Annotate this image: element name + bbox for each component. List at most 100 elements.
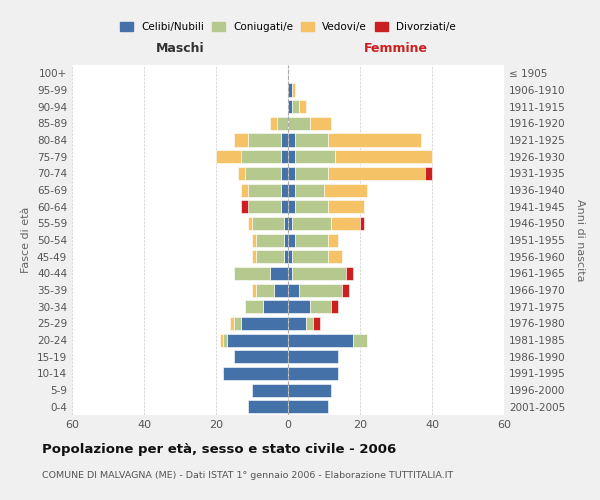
Bar — [270, 267, 288, 280]
Bar — [241, 150, 281, 163]
Bar — [241, 184, 248, 196]
Bar — [252, 217, 284, 230]
Text: Femmine: Femmine — [364, 42, 428, 55]
Bar — [292, 267, 346, 280]
Bar — [248, 134, 281, 146]
Bar — [234, 134, 248, 146]
Bar — [295, 200, 328, 213]
Bar — [292, 100, 299, 113]
Bar — [234, 267, 270, 280]
Bar — [234, 317, 241, 330]
Bar — [425, 167, 432, 180]
Bar — [252, 234, 256, 246]
Bar — [288, 334, 353, 346]
Bar — [292, 250, 328, 263]
Bar — [223, 334, 227, 346]
Bar — [238, 167, 245, 180]
Bar — [288, 150, 295, 163]
Bar — [331, 300, 338, 313]
Bar — [288, 300, 310, 313]
Bar — [299, 284, 342, 296]
Bar — [277, 117, 288, 130]
Bar — [281, 167, 288, 180]
Bar — [248, 184, 281, 196]
Bar — [310, 300, 331, 313]
Bar — [245, 167, 281, 180]
Bar — [281, 200, 288, 213]
Y-axis label: Anni di nascita: Anni di nascita — [575, 198, 585, 281]
Bar — [284, 250, 288, 263]
Bar — [288, 184, 295, 196]
Bar — [248, 200, 281, 213]
Bar — [353, 334, 367, 346]
Bar — [306, 317, 313, 330]
Bar — [256, 250, 284, 263]
Bar — [335, 150, 432, 163]
Bar — [288, 200, 295, 213]
Bar — [328, 134, 421, 146]
Bar — [241, 317, 288, 330]
Bar — [245, 300, 263, 313]
Bar — [248, 400, 288, 413]
Bar — [281, 150, 288, 163]
Text: COMUNE DI MALVAGNA (ME) - Dati ISTAT 1° gennaio 2006 - Elaborazione TUTTITALIA.I: COMUNE DI MALVAGNA (ME) - Dati ISTAT 1° … — [42, 470, 453, 480]
Bar — [263, 300, 288, 313]
Bar — [270, 117, 277, 130]
Bar — [299, 100, 306, 113]
Bar — [252, 250, 256, 263]
Bar — [288, 234, 295, 246]
Bar — [288, 134, 295, 146]
Bar — [295, 234, 328, 246]
Bar — [331, 217, 360, 230]
Bar — [292, 84, 295, 96]
Bar — [313, 317, 320, 330]
Bar — [220, 334, 223, 346]
Bar — [346, 267, 353, 280]
Bar — [328, 200, 364, 213]
Bar — [295, 167, 328, 180]
Bar — [288, 400, 328, 413]
Bar — [295, 150, 335, 163]
Bar — [288, 84, 292, 96]
Bar — [288, 384, 331, 396]
Bar — [295, 134, 328, 146]
Bar — [288, 367, 338, 380]
Text: Popolazione per età, sesso e stato civile - 2006: Popolazione per età, sesso e stato civil… — [42, 442, 396, 456]
Bar — [288, 250, 292, 263]
Bar — [256, 284, 274, 296]
Bar — [288, 117, 310, 130]
Bar — [288, 317, 306, 330]
Text: Maschi: Maschi — [155, 42, 205, 55]
Bar — [227, 334, 288, 346]
Bar — [288, 167, 295, 180]
Bar — [292, 217, 331, 230]
Bar — [281, 184, 288, 196]
Bar — [324, 184, 367, 196]
Bar — [288, 100, 292, 113]
Bar — [241, 200, 248, 213]
Bar — [310, 117, 331, 130]
Bar — [288, 267, 292, 280]
Y-axis label: Fasce di età: Fasce di età — [22, 207, 31, 273]
Bar — [328, 167, 425, 180]
Bar — [288, 350, 338, 363]
Bar — [274, 284, 288, 296]
Bar — [256, 234, 284, 246]
Bar — [295, 184, 324, 196]
Bar — [284, 234, 288, 246]
Bar — [248, 217, 252, 230]
Bar — [216, 150, 241, 163]
Bar — [342, 284, 349, 296]
Legend: Celibi/Nubili, Coniugati/e, Vedovi/e, Divorziati/e: Celibi/Nubili, Coniugati/e, Vedovi/e, Di… — [116, 18, 460, 36]
Bar — [360, 217, 364, 230]
Bar — [328, 250, 342, 263]
Bar — [288, 217, 292, 230]
Bar — [284, 217, 288, 230]
Bar — [281, 134, 288, 146]
Bar — [230, 317, 234, 330]
Bar — [328, 234, 338, 246]
Bar — [234, 350, 288, 363]
Bar — [223, 367, 288, 380]
Bar — [252, 284, 256, 296]
Bar — [252, 384, 288, 396]
